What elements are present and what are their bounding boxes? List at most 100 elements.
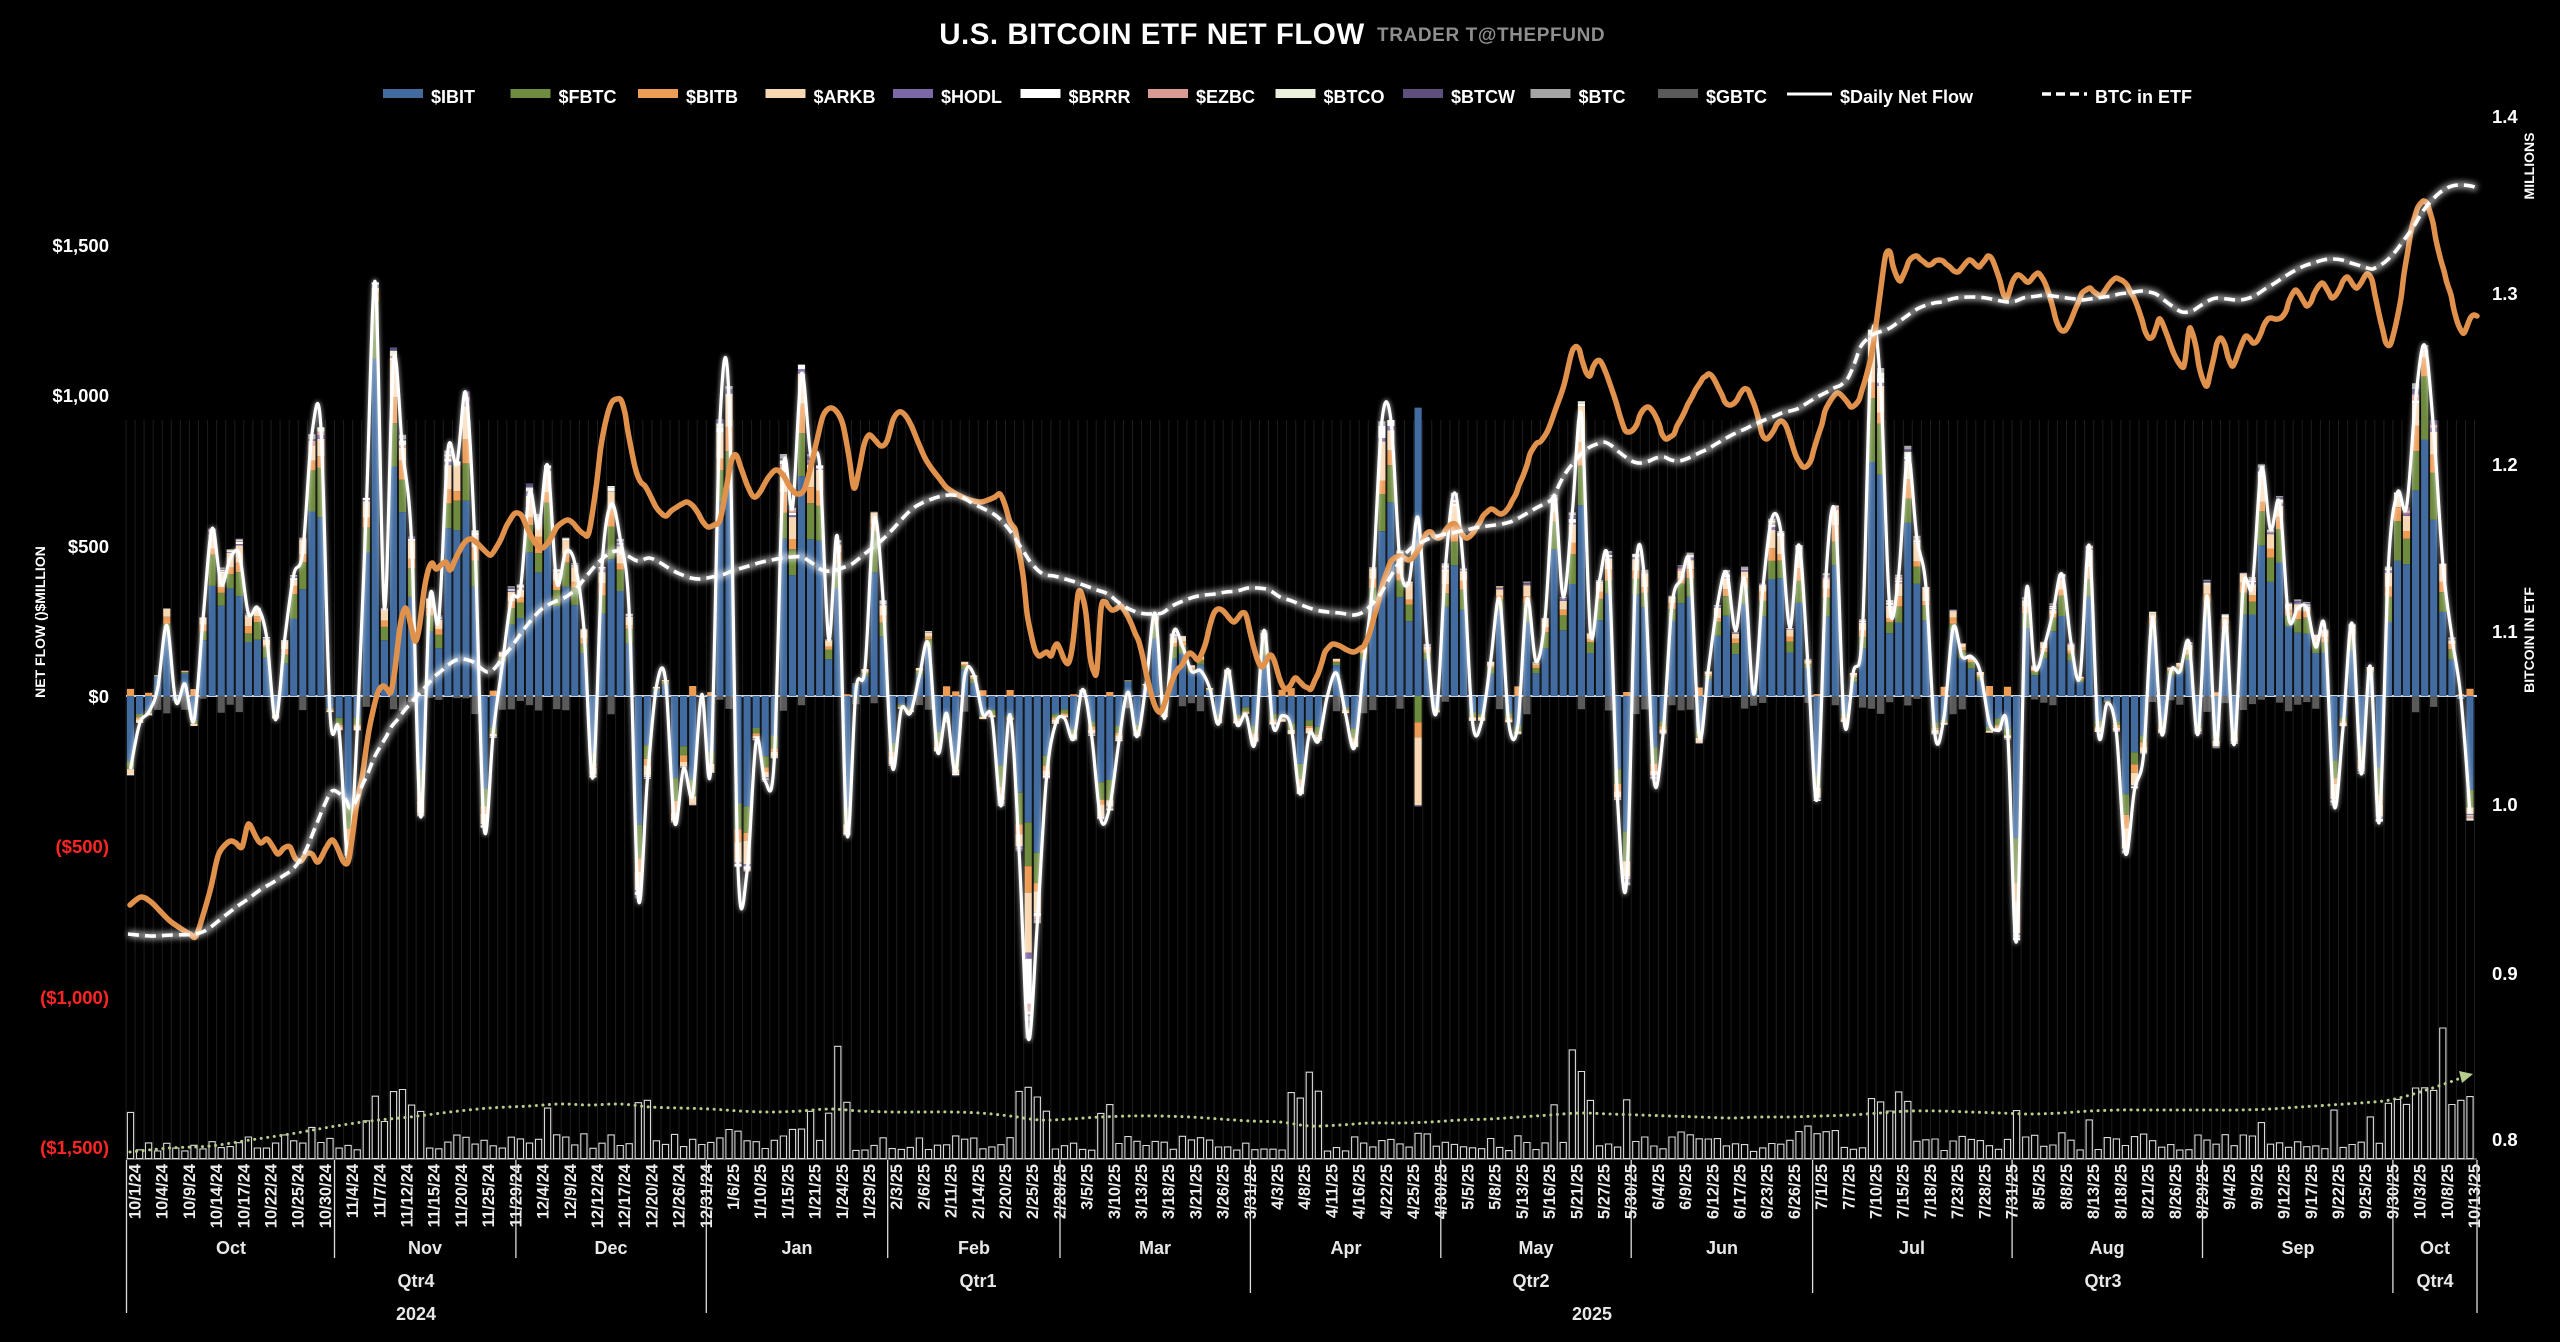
svg-text:10/1/24: 10/1/24 bbox=[127, 1163, 145, 1219]
svg-text:9/9/25: 9/9/25 bbox=[2248, 1164, 2266, 1210]
svg-text:$FBTC: $FBTC bbox=[559, 87, 617, 107]
svg-text:10/25/24: 10/25/24 bbox=[290, 1163, 308, 1228]
svg-text:MILLIONS: MILLIONS bbox=[2521, 133, 2537, 200]
svg-text:9/22/25: 9/22/25 bbox=[2330, 1164, 2348, 1219]
svg-text:10/30/24: 10/30/24 bbox=[317, 1163, 335, 1228]
svg-text:8/8/25: 8/8/25 bbox=[2058, 1164, 2076, 1210]
svg-text:5/13/25: 5/13/25 bbox=[1514, 1164, 1532, 1219]
svg-text:3/13/25: 3/13/25 bbox=[1133, 1164, 1151, 1219]
svg-text:1/6/25: 1/6/25 bbox=[725, 1164, 743, 1210]
svg-text:8/13/25: 8/13/25 bbox=[2085, 1164, 2103, 1219]
svg-text:7/10/25: 7/10/25 bbox=[1868, 1164, 1886, 1219]
svg-text:BITCOIN IN ETF: BITCOIN IN ETF bbox=[2521, 587, 2537, 693]
svg-text:9/4/25: 9/4/25 bbox=[2221, 1164, 2239, 1210]
svg-text:$EZBC: $EZBC bbox=[1196, 87, 1255, 107]
svg-text:8/26/25: 8/26/25 bbox=[2167, 1164, 2185, 1219]
svg-text:11/25/24: 11/25/24 bbox=[480, 1163, 498, 1227]
svg-text:$HODL: $HODL bbox=[941, 87, 1002, 107]
svg-text:4/22/25: 4/22/25 bbox=[1378, 1164, 1396, 1219]
svg-text:5/5/25: 5/5/25 bbox=[1460, 1164, 1478, 1210]
svg-text:1.1: 1.1 bbox=[2492, 621, 2518, 642]
svg-text:8/18/25: 8/18/25 bbox=[2112, 1164, 2130, 1219]
svg-text:6/4/25: 6/4/25 bbox=[1650, 1164, 1668, 1210]
svg-text:4/16/25: 4/16/25 bbox=[1351, 1164, 1369, 1219]
svg-text:9/25/25: 9/25/25 bbox=[2357, 1164, 2375, 1219]
svg-text:6/26/25: 6/26/25 bbox=[1786, 1164, 1804, 1219]
svg-text:$1,000: $1,000 bbox=[52, 385, 109, 406]
svg-text:2/11/25: 2/11/25 bbox=[943, 1164, 961, 1218]
svg-text:Oct: Oct bbox=[216, 1238, 246, 1258]
svg-text:11/15/24: 11/15/24 bbox=[426, 1163, 444, 1227]
svg-text:3/10/25: 3/10/25 bbox=[1106, 1164, 1124, 1219]
svg-text:$BRRR: $BRRR bbox=[1069, 87, 1131, 107]
svg-text:6/9/25: 6/9/25 bbox=[1677, 1164, 1695, 1210]
svg-text:Feb: Feb bbox=[958, 1238, 990, 1258]
svg-text:12/9/24: 12/9/24 bbox=[562, 1163, 580, 1219]
svg-text:$500: $500 bbox=[68, 536, 109, 557]
svg-text:10/3/25: 10/3/25 bbox=[2412, 1164, 2430, 1219]
svg-text:2/6/25: 2/6/25 bbox=[915, 1164, 933, 1210]
svg-text:0.9: 0.9 bbox=[2492, 963, 2518, 984]
svg-text:1/21/25: 1/21/25 bbox=[807, 1164, 825, 1219]
svg-text:$0: $0 bbox=[88, 686, 109, 707]
svg-text:May: May bbox=[1518, 1238, 1553, 1258]
svg-text:1/29/25: 1/29/25 bbox=[861, 1164, 879, 1219]
svg-text:11/4/24: 11/4/24 bbox=[344, 1163, 362, 1218]
svg-text:1/24/25: 1/24/25 bbox=[834, 1164, 852, 1219]
svg-text:12/17/24: 12/17/24 bbox=[616, 1163, 634, 1228]
svg-text:11/12/24: 11/12/24 bbox=[399, 1163, 417, 1227]
svg-text:4/8/25: 4/8/25 bbox=[1296, 1164, 1314, 1210]
svg-text:5/16/25: 5/16/25 bbox=[1541, 1164, 1559, 1219]
svg-text:10/14/24: 10/14/24 bbox=[208, 1163, 226, 1228]
svg-text:1/10/25: 1/10/25 bbox=[752, 1164, 770, 1219]
svg-text:3/18/25: 3/18/25 bbox=[1160, 1164, 1178, 1219]
svg-text:12/4/24: 12/4/24 bbox=[535, 1163, 553, 1219]
svg-text:$IBIT: $IBIT bbox=[431, 87, 475, 107]
svg-text:U.S. BITCOIN ETF NET FLOW: U.S. BITCOIN ETF NET FLOW bbox=[939, 18, 1364, 51]
svg-text:Jan: Jan bbox=[781, 1238, 812, 1258]
svg-text:$BTC: $BTC bbox=[1579, 87, 1626, 107]
svg-text:2024: 2024 bbox=[396, 1304, 436, 1324]
svg-text:5/8/25: 5/8/25 bbox=[1487, 1164, 1505, 1210]
svg-text:$Daily Net Flow: $Daily Net Flow bbox=[1840, 87, 1974, 107]
svg-text:Aug: Aug bbox=[2090, 1238, 2125, 1258]
svg-text:Qtr2: Qtr2 bbox=[1512, 1271, 1549, 1291]
svg-text:10/8/25: 10/8/25 bbox=[2439, 1164, 2457, 1219]
svg-text:8/21/25: 8/21/25 bbox=[2140, 1164, 2158, 1219]
svg-text:9/17/25: 9/17/25 bbox=[2303, 1164, 2321, 1219]
svg-text:7/23/25: 7/23/25 bbox=[1949, 1164, 1967, 1219]
svg-text:($500): ($500) bbox=[56, 836, 109, 857]
svg-text:8/5/25: 8/5/25 bbox=[2031, 1164, 2049, 1210]
svg-text:10/13/25: 10/13/25 bbox=[2466, 1164, 2484, 1228]
svg-text:BTC in ETF: BTC in ETF bbox=[2095, 87, 2192, 107]
svg-text:1.0: 1.0 bbox=[2492, 794, 2518, 815]
svg-text:Jun: Jun bbox=[1706, 1238, 1738, 1258]
svg-text:12/12/24: 12/12/24 bbox=[589, 1163, 607, 1228]
svg-text:7/18/25: 7/18/25 bbox=[1922, 1164, 1940, 1219]
svg-text:4/3/25: 4/3/25 bbox=[1269, 1164, 1287, 1210]
svg-text:$BITB: $BITB bbox=[686, 87, 738, 107]
svg-text:($1,000): ($1,000) bbox=[40, 987, 109, 1008]
svg-text:1/15/25: 1/15/25 bbox=[779, 1164, 797, 1219]
svg-text:12/26/24: 12/26/24 bbox=[671, 1163, 689, 1228]
svg-text:10/17/24: 10/17/24 bbox=[235, 1163, 253, 1228]
svg-text:1.2: 1.2 bbox=[2492, 454, 2518, 475]
svg-text:Oct: Oct bbox=[2420, 1238, 2450, 1258]
svg-text:6/23/25: 6/23/25 bbox=[1759, 1164, 1777, 1219]
svg-text:Qtr1: Qtr1 bbox=[959, 1271, 996, 1291]
svg-text:0.8: 0.8 bbox=[2492, 1129, 2518, 1150]
svg-text:$BTCO: $BTCO bbox=[1324, 87, 1385, 107]
svg-text:NET FLOW ()$MILLION: NET FLOW ()$MILLION bbox=[32, 546, 48, 698]
svg-text:7/15/25: 7/15/25 bbox=[1895, 1164, 1913, 1219]
svg-text:4/11/25: 4/11/25 bbox=[1324, 1164, 1342, 1218]
svg-text:2/14/25: 2/14/25 bbox=[970, 1164, 988, 1219]
svg-text:2/25/25: 2/25/25 bbox=[1024, 1164, 1042, 1219]
svg-text:Sep: Sep bbox=[2281, 1238, 2314, 1258]
svg-text:7/7/25: 7/7/25 bbox=[1840, 1164, 1858, 1210]
svg-text:Mar: Mar bbox=[1139, 1238, 1171, 1258]
svg-text:7/1/25: 7/1/25 bbox=[1813, 1164, 1831, 1210]
svg-text:Nov: Nov bbox=[408, 1238, 442, 1258]
svg-text:10/22/24: 10/22/24 bbox=[263, 1163, 281, 1228]
svg-text:$ARKB: $ARKB bbox=[814, 87, 876, 107]
svg-text:Qtr3: Qtr3 bbox=[2084, 1271, 2121, 1291]
